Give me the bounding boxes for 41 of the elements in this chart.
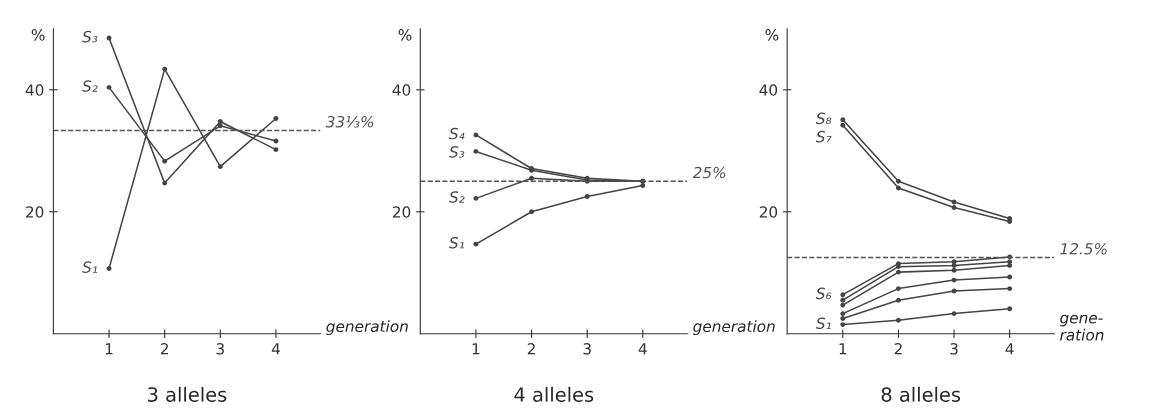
text: 3 alleles: [148, 386, 227, 402]
text: 8 alleles: [881, 386, 961, 402]
ref-line-label: 12.5%: [1060, 242, 1107, 255]
y-axis-title: %: [31, 29, 45, 41]
x-tick-label: 2: [160, 343, 168, 355]
y-tick-label: 20: [392, 206, 411, 218]
x-tick-label: 4: [1005, 343, 1014, 355]
y-axis-title: %: [765, 29, 779, 41]
y-tick-label: 40: [25, 84, 44, 96]
x-tick-label: 1: [105, 343, 113, 355]
series-label: S₂: [82, 80, 98, 92]
text: 4 alleles: [514, 386, 594, 402]
series-label: S₇: [815, 130, 832, 143]
series-label: S₃: [449, 146, 465, 158]
x-tick-label: 3: [950, 343, 958, 355]
y-tick-label: 40: [392, 84, 411, 96]
ref-line-label: 33⅓%: [325, 115, 374, 128]
x-tick-label: 3: [216, 343, 224, 355]
y-tick-label: 40: [759, 84, 778, 96]
series-label: S₈: [815, 112, 832, 125]
series-label: S₁: [815, 317, 831, 330]
series-label: S₁: [82, 261, 98, 273]
x-axis-title: gene- ration: [1060, 314, 1104, 341]
x-tick-label: 4: [638, 343, 647, 355]
x-axis-title: generation: [693, 320, 775, 336]
y-tick-label: 20: [26, 206, 44, 218]
series-label: S₁: [449, 236, 464, 249]
series-label: S₂: [449, 191, 465, 203]
x-tick-label: 2: [894, 343, 902, 355]
series-label: S₆: [815, 287, 832, 300]
x-tick-label: 4: [271, 343, 280, 355]
x-axis-title: generation: [326, 320, 408, 336]
x-tick-label: 2: [527, 343, 535, 355]
x-tick-label: 1: [472, 343, 480, 355]
series-label: S₄: [449, 127, 465, 140]
y-axis-title: %: [398, 29, 412, 41]
series-label: S₃: [82, 30, 98, 43]
y-tick-label: 20: [759, 206, 778, 218]
ref-line-label: 25%: [692, 166, 726, 179]
x-tick-label: 1: [839, 343, 847, 355]
x-tick-label: 3: [583, 343, 591, 355]
